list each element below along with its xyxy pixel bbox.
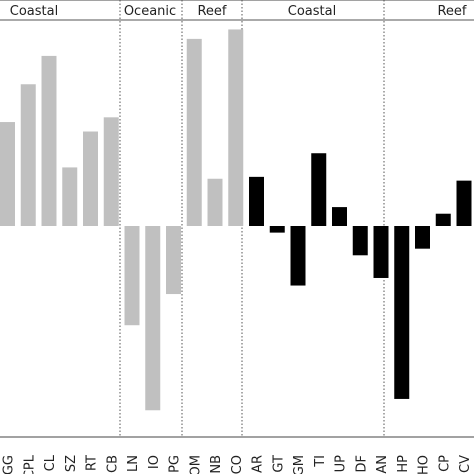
bar-rt [83,131,98,226]
bar-gg [0,122,15,226]
bar-an [373,226,389,278]
bar-ln [124,226,140,326]
x-tick-labels: GG CPL CL SZ RT CB LN IO PG OM NB CO AR GT GM TI UP DF AN H… [2,454,474,474]
tick-label-nb: NB [209,455,224,474]
bar-om [186,38,202,226]
bar-ar [249,176,264,226]
bar-cv [456,180,472,226]
tick-label-ar: AR [251,455,266,473]
tick-label-gt: GT [271,455,286,473]
bar-up [332,207,347,226]
tick-label-cb: CB [105,455,120,473]
bar-cb [103,117,119,226]
bar-cpl [20,84,36,226]
tick-label-hp: HP [396,455,411,473]
group-label-1: Coastal [10,4,58,19]
tick-label-an: AN [375,455,390,474]
group-label-4: Coastal [288,4,336,19]
tick-label-rt: RT [85,455,100,471]
tick-label-cp: CP [437,455,452,472]
bar-hp [394,226,410,399]
group-label-2: Oceanic [124,4,176,19]
tick-label-gm: GM [292,455,307,474]
bars [0,29,472,411]
tick-label-cl: CL [43,454,58,471]
bar-cl [41,55,57,227]
bar-cp [435,213,451,226]
tick-label-co: CO [230,455,245,474]
group-labels: Coastal Oceanic Reef Coastal Reef [10,4,467,19]
bar-sz [62,167,78,226]
tick-label-om: OM [188,455,203,474]
group-label-5: Reef [437,4,466,19]
plot-frame [0,0,474,438]
tick-label-ti: TI [313,455,328,468]
bar-ho [415,226,430,249]
bar-ti [311,153,327,226]
bar-pg [166,226,181,295]
tick-label-up: UP [334,455,349,473]
group-label-3: Reef [197,4,226,19]
tick-label-gg: GG [2,455,17,474]
tick-label-io: IO [147,455,162,469]
bar-gm [290,226,306,286]
bar-df [352,226,368,256]
tick-label-ho: HO [417,455,432,474]
tick-label-cv: CV [458,455,473,473]
tick-label-sz: SZ [64,455,79,472]
bar-io [145,226,161,411]
tick-label-pg: PG [168,455,183,473]
tick-label-df: DF [354,455,369,473]
tick-label-ln: LN [126,455,141,472]
bar-nb [207,178,223,226]
tick-label-cpl: CPL [22,454,37,474]
group-separators [0,0,474,437]
bar-co [228,29,244,226]
bar-gt [269,226,285,233]
